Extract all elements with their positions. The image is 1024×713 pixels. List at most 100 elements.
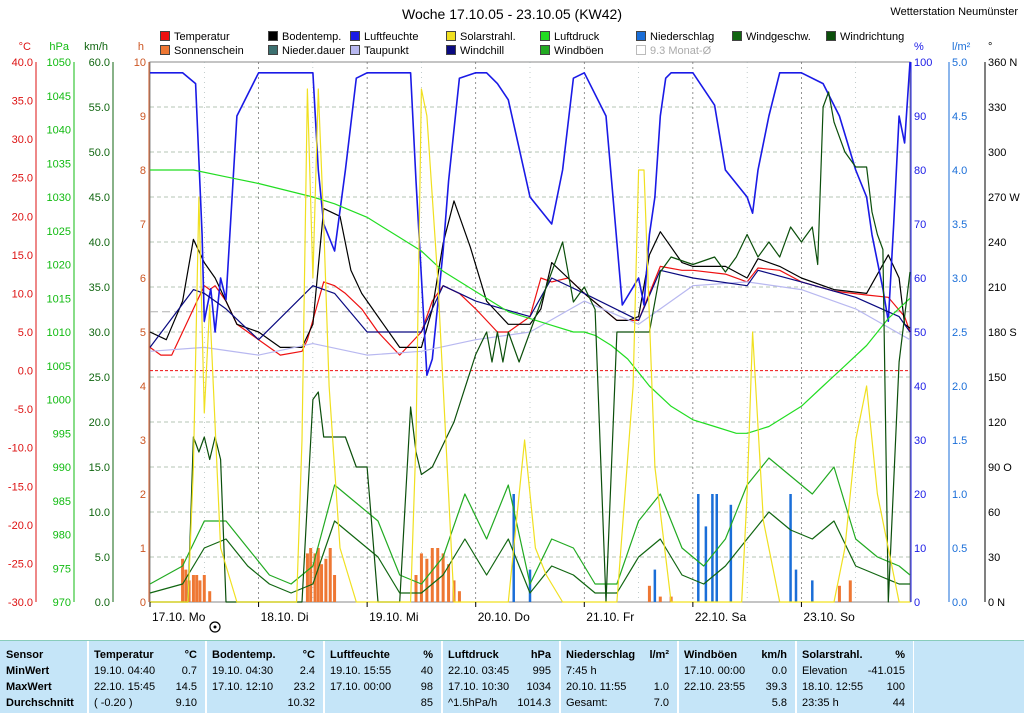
temperature-tick-label: -5.0: [14, 404, 33, 416]
pressure-tick-label: 985: [53, 496, 71, 508]
chart-axes: 40.035.030.025.020.015.010.05.00.0-5.0-1…: [8, 41, 1020, 609]
rain-tick-label: 2.0: [952, 381, 967, 393]
stats-cell: 1014.3: [517, 697, 551, 709]
legend-swatch: [636, 31, 646, 41]
pressure-unit-label: hPa: [49, 41, 69, 53]
pressure-tick-label: 970: [53, 597, 71, 609]
sunshine-tick-label: 5: [140, 327, 146, 339]
legend-item: 9.3 Monat-Ø: [636, 45, 711, 57]
stats-cell: 23:35 h: [802, 697, 839, 709]
rain-bar: [811, 580, 814, 602]
stats-block: Solarstrahl.% Elevation -41.015 18.10. 12:5…: [796, 641, 914, 713]
temperature-tick-label: 10.0: [12, 288, 33, 300]
series-luftdruck: [150, 169, 911, 434]
direction-tick-label: 150: [988, 372, 1006, 384]
stats-cell: 98: [420, 681, 433, 693]
sunshine-bar: [436, 548, 440, 602]
stats-block: Niederschlag l/m² 7:45 h 20.10. 11:55 1.0 Ges…: [560, 641, 678, 713]
pressure-tick-label: 1015: [47, 293, 71, 305]
stats-cell: -41.015: [867, 665, 905, 677]
sunshine-bar: [324, 558, 328, 602]
direction-tick-label: 360 N: [988, 57, 1017, 69]
legend-label: Windchill: [460, 45, 505, 57]
stats-block: Temperatur °C 19.10. 04:40 0.7 22.10. 15:45 1…: [88, 641, 206, 713]
stats-block: Luftfeuchte% 19.10. 15:55 40 17.10. 00:00 98…: [324, 641, 442, 713]
sunshine-bar: [837, 585, 841, 602]
stats-cell: 17.10. 10:30: [448, 681, 510, 693]
pressure-tick-label: 1020: [47, 260, 71, 272]
stats-sensor-header: Sensor: [6, 649, 44, 661]
legend-item: Windrichtung: [826, 31, 904, 43]
stats-cell: 22.10. 23:55: [684, 681, 746, 693]
legend-item: Temperatur: [160, 31, 230, 43]
legend-label: Nieder.dauer: [282, 45, 345, 57]
temperature-tick-label: -20.0: [8, 520, 33, 532]
stats-cell: Elevation: [802, 665, 848, 677]
humidity-tick-label: 50: [914, 327, 926, 339]
sunshine-tick-label: 4: [140, 381, 146, 393]
chart-grid: [149, 61, 911, 603]
rain-tick-label: 1.0: [952, 489, 967, 501]
sunshine-tick-label: 9: [140, 111, 146, 123]
sunshine-tick-label: 2: [140, 489, 146, 501]
sunshine-bar: [425, 558, 429, 602]
stats-cell: 22.10. 03:45: [448, 665, 510, 677]
humidity-tick-label: 20: [914, 489, 926, 501]
station-name: Wetterstation Neumünster: [890, 6, 1018, 18]
stats-cell: 40: [420, 665, 433, 677]
temperature-tick-label: -30.0: [8, 597, 33, 609]
wind-tick-label: 35.0: [89, 282, 110, 294]
pressure-tick-label: 990: [53, 462, 71, 474]
rain-bar: [715, 494, 718, 602]
direction-tick-label: 210: [988, 282, 1006, 294]
stats-cell: hPa: [530, 649, 551, 661]
stats-cell: 44: [892, 697, 905, 709]
stats-cell: 10.32: [287, 697, 315, 709]
rain-tick-label: 3.5: [952, 219, 967, 231]
stats-cell: Temperatur: [94, 649, 154, 661]
legend-swatch: [826, 31, 836, 41]
chart-lines: [149, 61, 911, 603]
legend-label: Temperatur: [174, 31, 230, 43]
sunshine-bar: [457, 591, 461, 602]
pressure-tick-label: 1025: [47, 226, 71, 238]
sunshine-bar: [441, 553, 445, 602]
stats-cell: 995: [532, 665, 551, 677]
sunshine-bar: [320, 564, 324, 602]
stats-cell: l/m²: [649, 649, 669, 661]
series-bodentemp: [149, 200, 911, 348]
legend-swatch: [540, 31, 550, 41]
pressure-tick-label: 1035: [47, 158, 71, 170]
legend-swatch: [268, 31, 278, 41]
sunshine-bar: [191, 575, 195, 602]
rain-tick-label: 3.0: [952, 273, 967, 285]
humidity-tick-label: 80: [914, 165, 926, 177]
temperature-tick-label: 0.0: [18, 366, 33, 378]
humidity-tick-label: 10: [914, 543, 926, 555]
legend-item: Taupunkt: [350, 45, 409, 57]
legend-swatch: [446, 45, 456, 55]
temperature-tick-label: -10.0: [8, 443, 33, 455]
x-tick-label: 22.10. Sa: [695, 610, 747, 624]
statistics-panel: Sensor MinWert MaxWert Durchschnitt Temp…: [0, 640, 1024, 713]
sunshine-bar: [333, 575, 337, 602]
stats-cell: km/h: [761, 649, 787, 661]
stats-row-avg: Durchschnitt: [6, 697, 74, 709]
sunshine-bar: [181, 558, 185, 602]
stats-cell: ( -0.20 ): [94, 697, 133, 709]
pressure-tick-label: 995: [53, 428, 71, 440]
legend-swatch: [160, 45, 170, 55]
temperature-tick-label: 5.0: [18, 327, 33, 339]
direction-tick-label: 270 W: [988, 192, 1020, 204]
series-windgeschw: [149, 511, 910, 594]
legend-swatch: [350, 45, 360, 55]
stats-cell: Bodentemp.: [212, 649, 276, 661]
rain-bar: [653, 569, 657, 602]
direction-tick-label: 30: [988, 552, 1000, 564]
rain-unit-label: l/m²: [952, 41, 971, 53]
stats-cell: 22.10. 15:45: [94, 681, 156, 693]
sunshine-bar: [414, 575, 418, 602]
wind-unit-label: km/h: [84, 41, 108, 53]
wind-tick-label: 20.0: [89, 417, 110, 429]
x-tick-label: 17.10. Mo: [152, 610, 206, 624]
